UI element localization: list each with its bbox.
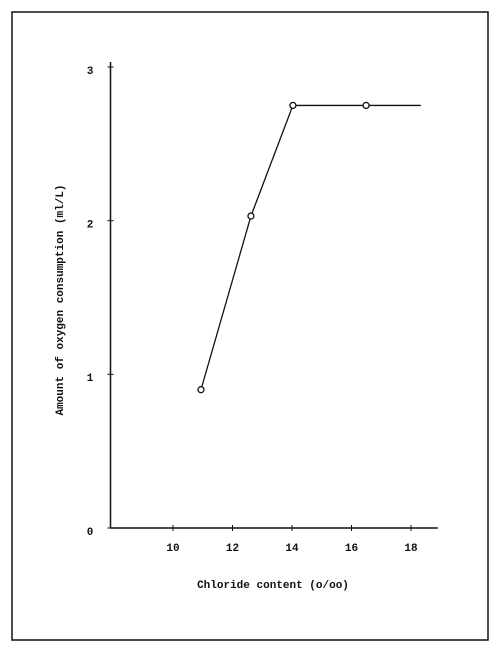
y-tick-label: 1 [87,373,94,385]
y-tick-label: 0 [87,527,94,539]
x-tick-label: 16 [345,543,358,555]
data-line [200,104,421,390]
y-axis-label: Amount of oxygen consumption (ml/L) [55,184,67,415]
data-point [362,101,370,110]
y-tick-label: 3 [87,66,94,78]
x-tick-label: 12 [226,543,239,555]
x-tick-label: 10 [166,543,179,555]
x-tick-label: 14 [285,543,299,555]
data-point [289,101,297,110]
x-tick-label: 18 [404,543,418,555]
frame [11,11,489,641]
y-tick-label: 2 [87,220,94,232]
data-point [197,386,205,394]
x-axis-label: Chloride content (o/oo) [197,580,349,592]
data-point [247,212,255,220]
